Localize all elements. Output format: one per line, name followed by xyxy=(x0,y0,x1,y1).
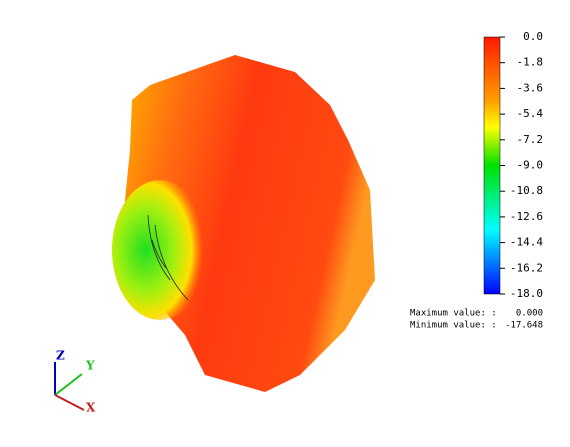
tick-label: -3.6 xyxy=(517,81,544,94)
contour-lines xyxy=(147,214,189,301)
min-value: -17.648 xyxy=(505,321,543,331)
tick-label: -7.2 xyxy=(517,133,544,146)
colorbar-ticks: 0.0 -1.8 -3.6 -5.4 -7.2 -9.0 -10.8 -12.6 -14.4 -1… xyxy=(500,30,543,300)
tick-label: 0.0 xyxy=(523,30,543,43)
tick-label: -10.8 xyxy=(510,184,543,197)
z-axis-label: Z xyxy=(56,349,65,363)
x-axis-label: X xyxy=(86,401,96,415)
tick-label: -12.6 xyxy=(510,210,543,223)
tick-label: -14.4 xyxy=(510,236,543,249)
y-axis-label: Y xyxy=(85,359,95,373)
tick-label: -18.0 xyxy=(510,287,543,300)
tick-label: -5.4 xyxy=(517,107,544,120)
max-label: Maximum value: : xyxy=(410,309,497,319)
colorbar xyxy=(483,36,501,295)
axis-triad xyxy=(54,362,85,411)
solid-body xyxy=(125,55,375,392)
tick-label: -1.8 xyxy=(517,56,544,69)
tick-label: -16.2 xyxy=(510,261,543,274)
tick-label: -9.0 xyxy=(517,159,544,172)
min-label: Minimum value: : xyxy=(410,321,497,331)
max-value: 0.000 xyxy=(516,309,543,319)
